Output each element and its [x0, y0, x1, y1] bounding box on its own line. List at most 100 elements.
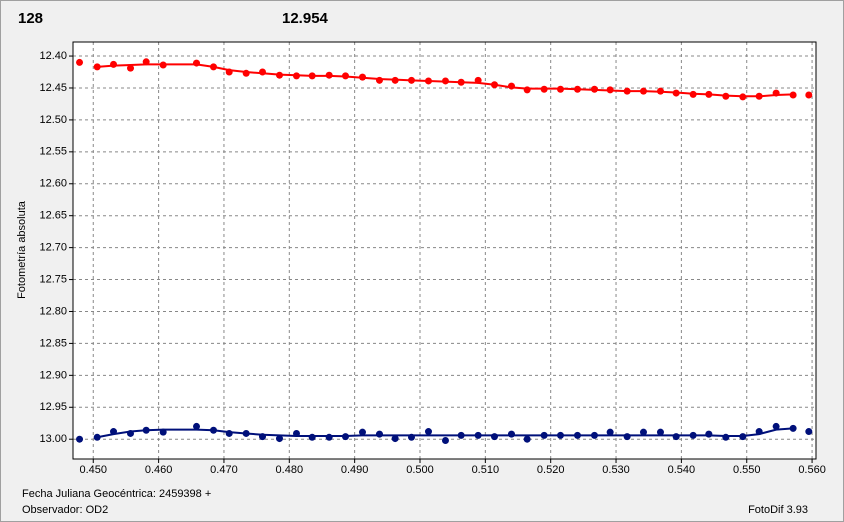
data-point [722, 92, 730, 100]
x-tick-label: 0.520 [537, 464, 565, 476]
data-point [639, 87, 647, 95]
data-point [93, 63, 101, 71]
data-point [474, 76, 482, 84]
data-point [358, 73, 366, 81]
plot-border [72, 41, 817, 460]
data-point [142, 58, 150, 66]
data-point [523, 86, 531, 94]
data-point [424, 428, 432, 436]
data-point [209, 63, 217, 71]
data-point [590, 431, 598, 439]
data-point [308, 433, 316, 441]
data-point [225, 429, 233, 437]
data-point [606, 86, 614, 94]
data-point [689, 431, 697, 439]
data-point [805, 91, 813, 99]
data-point [656, 87, 664, 95]
data-point [159, 61, 167, 69]
data-point [789, 91, 797, 99]
data-point [407, 433, 415, 441]
data-point [772, 422, 780, 430]
data-point [540, 431, 548, 439]
data-point [573, 431, 581, 439]
data-point [424, 77, 432, 85]
data-point [639, 428, 647, 436]
x-tick-label: 0.460 [145, 464, 173, 476]
data-point [441, 436, 449, 444]
data-point [556, 431, 564, 439]
data-point [76, 435, 84, 443]
data-point [474, 431, 482, 439]
data-point [722, 433, 730, 441]
data-point [590, 85, 598, 93]
y-tick-label: 12.85 [39, 337, 67, 349]
y-tick-label: 13.00 [39, 433, 67, 445]
footer-observer: Observador: OD2 [22, 504, 108, 516]
annotation-left: 128 [18, 10, 43, 27]
data-point [805, 428, 813, 436]
data-point [523, 435, 531, 443]
data-point [739, 433, 747, 441]
data-point [772, 89, 780, 97]
data-point [391, 435, 399, 443]
data-point [689, 90, 697, 98]
annotation-right: 12.954 [282, 10, 329, 27]
y-tick-label: 12.55 [39, 146, 67, 158]
data-point [325, 433, 333, 441]
data-point [242, 429, 250, 437]
x-tick-label: 0.530 [602, 464, 630, 476]
x-tick-label: 0.490 [341, 464, 369, 476]
data-point [441, 77, 449, 85]
data-point [705, 90, 713, 98]
x-tick-label: 0.540 [668, 464, 696, 476]
plot-area [73, 42, 816, 459]
y-tick-label: 12.90 [39, 369, 67, 381]
data-point [507, 430, 515, 438]
data-point [358, 428, 366, 436]
data-point [93, 433, 101, 441]
data-point [672, 89, 680, 97]
data-point [672, 433, 680, 441]
y-tick-label: 12.40 [39, 50, 67, 62]
data-point [193, 59, 201, 67]
y-tick-label: 12.65 [39, 210, 67, 222]
data-point [341, 433, 349, 441]
y-tick-label: 12.45 [39, 82, 67, 94]
x-tick-label: 0.510 [472, 464, 500, 476]
data-point [623, 433, 631, 441]
data-point [407, 76, 415, 84]
x-tick-label: 0.560 [798, 464, 826, 476]
data-point [540, 85, 548, 93]
data-point [341, 72, 349, 80]
data-point [755, 92, 763, 100]
data-point [789, 424, 797, 432]
data-point [259, 433, 267, 441]
x-tick-label: 0.550 [733, 464, 761, 476]
data-point [623, 87, 631, 95]
data-point [142, 426, 150, 434]
data-point [127, 429, 135, 437]
y-tick-label: 12.80 [39, 305, 67, 317]
data-point [159, 428, 167, 436]
y-axis-label: Fotometría absoluta [16, 200, 28, 299]
data-point [242, 69, 250, 77]
x-tick-label: 0.500 [406, 464, 434, 476]
x-tick-label: 0.450 [79, 464, 107, 476]
data-point [259, 68, 267, 76]
data-point [110, 428, 118, 436]
data-point [275, 435, 283, 443]
data-point [656, 428, 664, 436]
y-tick-label: 12.60 [39, 178, 67, 190]
y-tick-label: 12.50 [39, 114, 67, 126]
credit: FotoDif 3.93 [748, 504, 808, 516]
data-point [110, 60, 118, 68]
data-point [739, 93, 747, 101]
data-point [507, 82, 515, 90]
y-tick-label: 12.75 [39, 273, 67, 285]
data-point [573, 85, 581, 93]
y-tick-label: 12.95 [39, 401, 67, 413]
data-point [457, 431, 465, 439]
data-point [193, 422, 201, 430]
data-point [375, 430, 383, 438]
y-tick-label: 12.70 [39, 242, 67, 254]
